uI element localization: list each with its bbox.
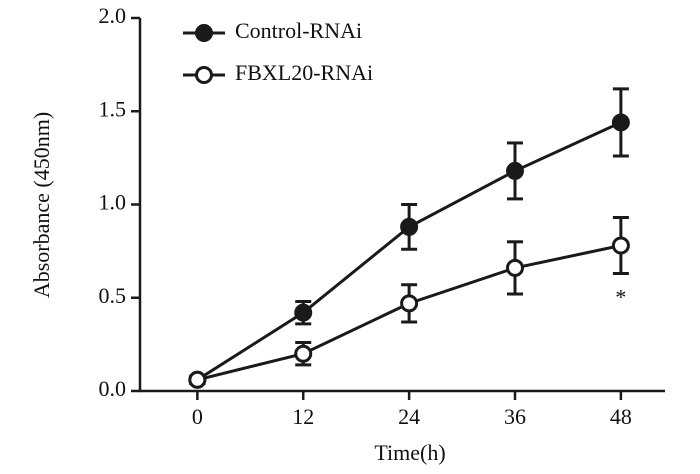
x-tick-label: 48: [610, 404, 632, 429]
marker: [611, 113, 630, 132]
legend-label: FBXL20-RNAi: [235, 60, 373, 85]
legend-label: Control-RNAi: [235, 18, 362, 43]
y-axis-label: Absorbance (450nm): [29, 112, 54, 298]
y-tick-label: 0.5: [99, 283, 127, 308]
y-tick-label: 2.0: [99, 3, 127, 28]
legend-marker: [195, 66, 213, 84]
marker: [400, 294, 419, 313]
y-tick-label: 1.5: [99, 96, 127, 121]
y-tick-label: 1.0: [99, 190, 127, 215]
marker: [611, 236, 630, 255]
marker: [294, 344, 313, 363]
marker: [400, 217, 419, 236]
marker: [506, 258, 524, 277]
annotation: *: [615, 285, 626, 310]
marker: [506, 161, 524, 180]
x-tick-label: 36: [504, 404, 526, 429]
x-tick-label: 0: [192, 404, 203, 429]
x-axis-label: Time(h): [374, 440, 445, 465]
y-tick-label: 0.0: [99, 376, 127, 401]
x-tick-label: 12: [292, 404, 314, 429]
marker: [188, 370, 207, 389]
marker: [294, 303, 313, 322]
series-line: [196, 121, 622, 382]
x-tick-label: 24: [398, 404, 420, 429]
legend-marker: [195, 24, 213, 42]
